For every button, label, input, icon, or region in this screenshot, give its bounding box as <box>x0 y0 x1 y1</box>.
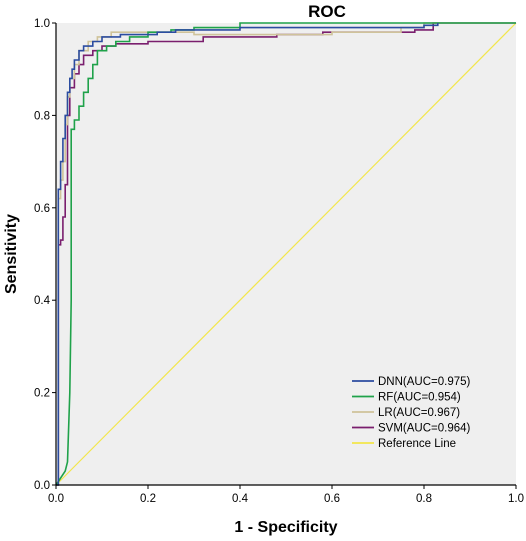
tick-layer: 0.00.0 0.2 0.2 0.4 0.4 0.6 0.6 0.8 0.8 1.0 1.0 <box>34 18 524 505</box>
y-tick-label: 1.0 <box>34 18 50 30</box>
y-tick-label: 0.2 <box>34 388 50 400</box>
legend-label-4: Reference Line <box>378 438 456 450</box>
axes-layer <box>55 23 516 486</box>
x-tick-label: 1.0 <box>508 493 524 505</box>
y-tick-label: 0.6 <box>34 203 50 215</box>
legend-label-2: LR(AUC=0.967) <box>378 407 460 419</box>
legend-label-3: SVM(AUC=0.964) <box>378 423 471 435</box>
y-tick-label: 0.0 <box>34 480 50 492</box>
chart-title: ROC <box>308 2 346 21</box>
x-tick-label: 0.4 <box>232 493 249 505</box>
x-axis-label: 1 - Specificity <box>234 519 337 536</box>
series-line-1 <box>55 22 516 486</box>
legend-label-0: DNN(AUC=0.975) <box>378 376 471 388</box>
series-line-4 <box>55 22 517 486</box>
series-line-0 <box>56 23 439 486</box>
legend: DNN(AUC=0.975) RF(AUC=0.954) LR(AUC=0.967)… <box>352 376 471 450</box>
x-tick-label: 0.6 <box>324 493 340 505</box>
series-layer <box>55 22 517 486</box>
x-tick-label: 0.8 <box>416 493 432 505</box>
y-tick-label: 0.4 <box>34 295 51 307</box>
legend-label-1: RF(AUC=0.954) <box>378 392 461 404</box>
x-tick-label: 0.0 <box>48 493 64 505</box>
x-tick-label: 0.2 <box>140 493 156 505</box>
y-tick-label: 0.8 <box>34 110 50 122</box>
y-axis-label: Sensitivity <box>3 214 20 294</box>
